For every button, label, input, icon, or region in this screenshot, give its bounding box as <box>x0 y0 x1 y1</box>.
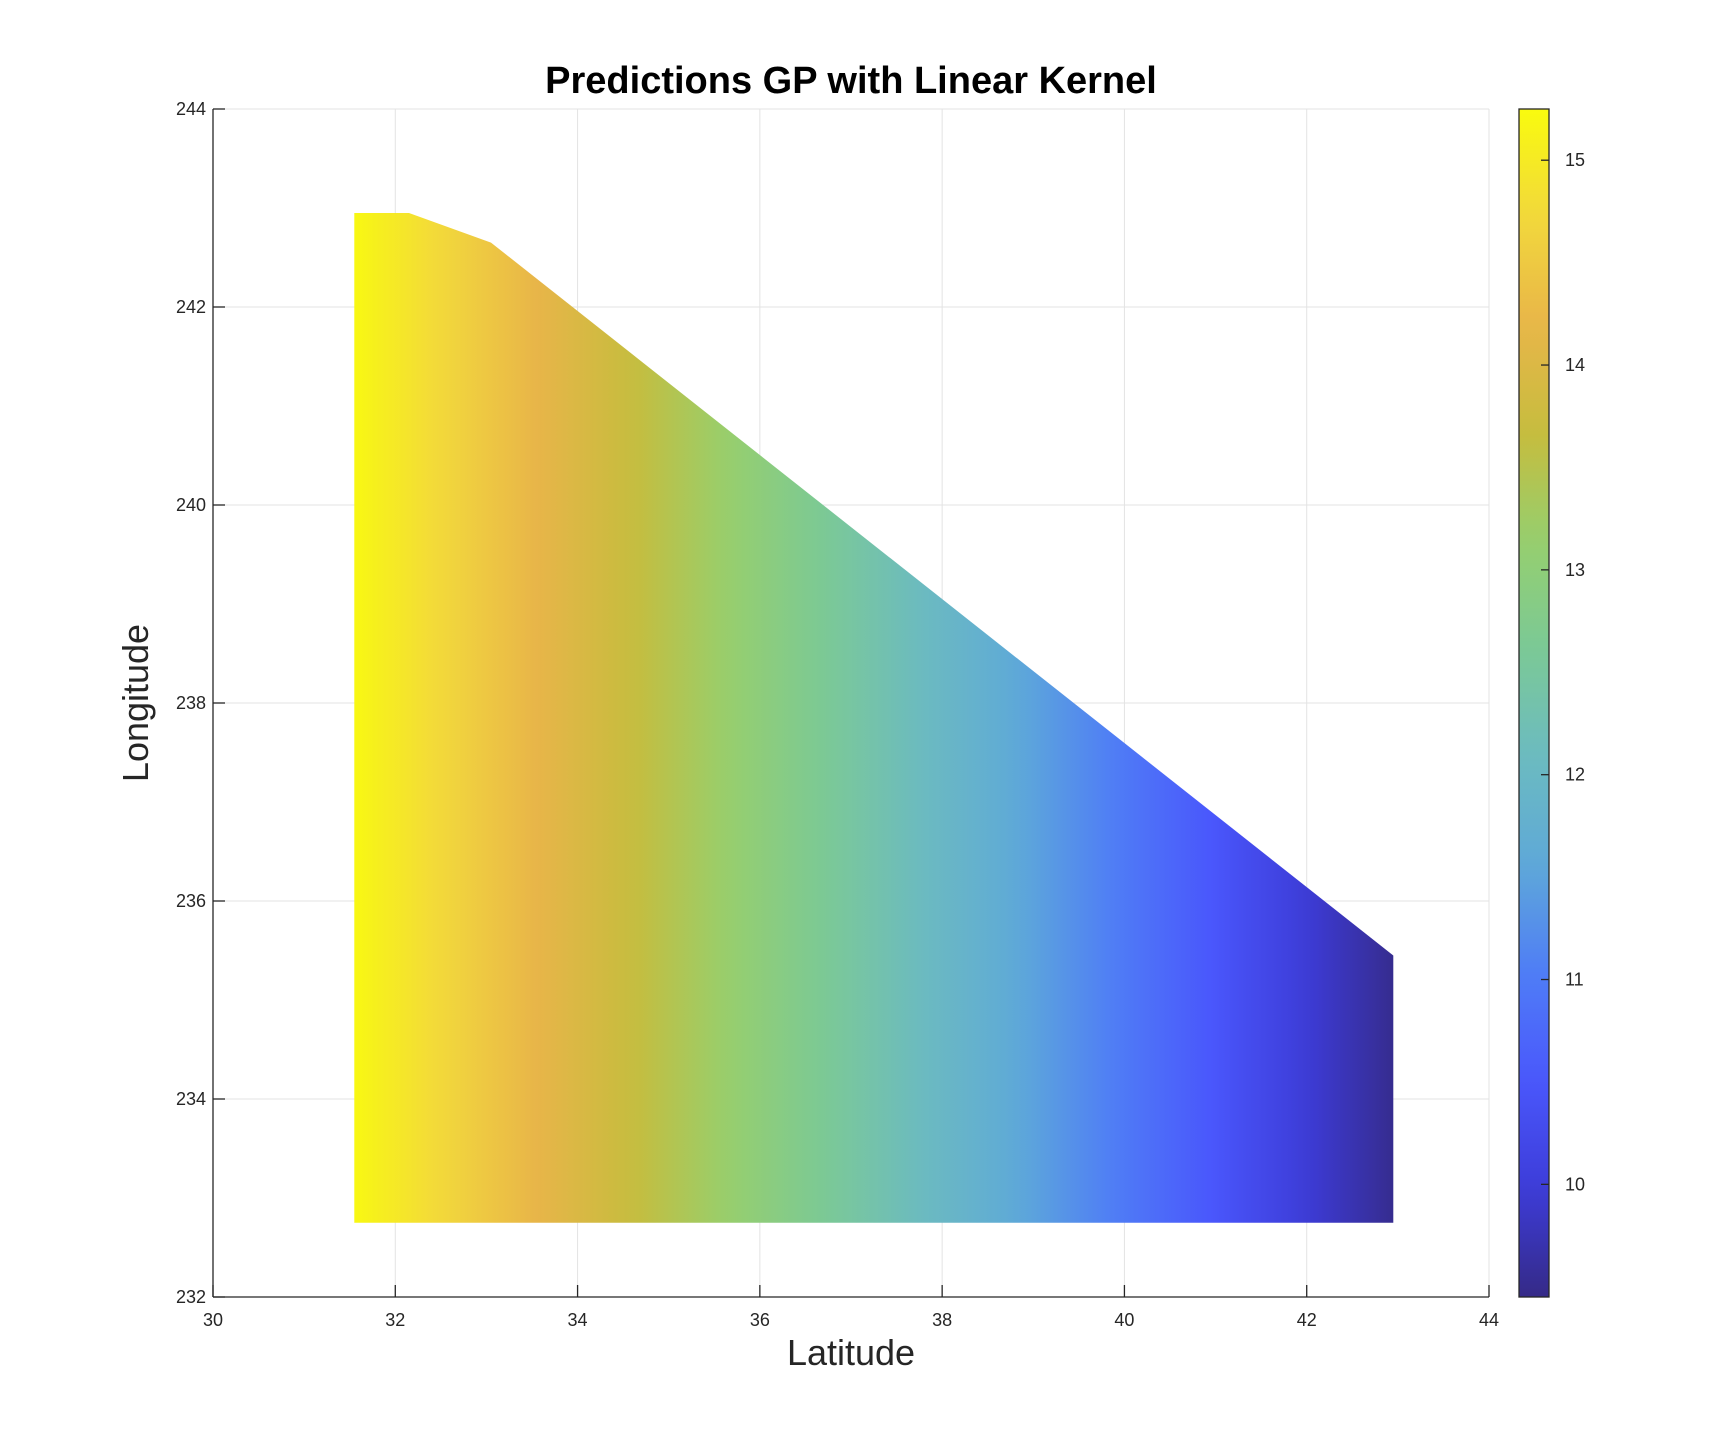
colorbar-tick-label: 11 <box>1565 970 1584 990</box>
y-axis-label: Longitude <box>115 624 156 782</box>
x-tick-label: 36 <box>750 1310 770 1330</box>
x-tick-label: 42 <box>1297 1310 1317 1330</box>
x-axis-ticks: 30 32 34 36 38 40 42 44 <box>203 1285 1499 1330</box>
x-tick-label: 40 <box>1114 1310 1134 1330</box>
plot-area: 30 32 34 36 38 40 42 44 232 234 236 238 240 242 244 <box>176 99 1499 1330</box>
chart-title: Predictions GP with Linear Kernel <box>545 60 1157 102</box>
colorbar-tick-label: 14 <box>1565 355 1585 375</box>
x-tick-label: 44 <box>1479 1310 1499 1330</box>
colorbar-tick-label: 13 <box>1565 560 1585 580</box>
colorbar-tick-label: 15 <box>1565 150 1585 170</box>
y-tick-label: 234 <box>176 1089 206 1109</box>
colorbar-tick-label: 10 <box>1565 1174 1585 1194</box>
y-tick-label: 236 <box>176 891 206 911</box>
x-tick-label: 30 <box>203 1310 223 1330</box>
colorbar-ticks: 10 11 12 13 14 15 <box>1541 150 1585 1194</box>
y-tick-label: 232 <box>176 1287 206 1307</box>
y-tick-label: 238 <box>176 693 206 713</box>
x-tick-label: 32 <box>385 1310 405 1330</box>
y-tick-label: 240 <box>176 495 206 515</box>
y-tick-label: 244 <box>176 99 206 119</box>
x-tick-label: 34 <box>568 1310 588 1330</box>
y-axis-ticks: 232 234 236 238 240 242 244 <box>176 99 225 1307</box>
colorbar-tick-label: 12 <box>1565 765 1585 785</box>
prediction-region <box>354 213 1394 1223</box>
y-tick-label: 242 <box>176 297 206 317</box>
colorbar: 10 11 12 13 14 15 <box>1518 108 1585 1298</box>
x-tick-label: 38 <box>932 1310 952 1330</box>
colorbar-gradient-bar <box>1518 108 1550 1298</box>
x-axis-label: Latitude <box>787 1332 915 1373</box>
